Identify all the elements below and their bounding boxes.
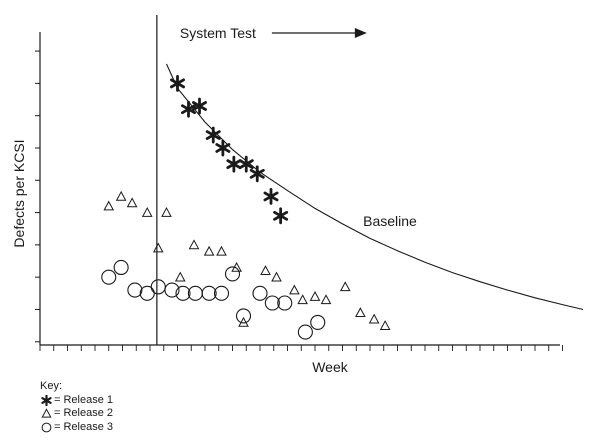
star-stroke <box>238 159 254 170</box>
release-3-point <box>235 308 252 324</box>
release-2-point <box>320 294 332 305</box>
release-2-point <box>355 307 366 318</box>
release-1-point <box>205 126 221 144</box>
release-3-point <box>310 314 326 330</box>
release-2-point <box>216 245 227 256</box>
system-test-arrowhead <box>354 28 367 38</box>
release-3-point <box>139 285 155 301</box>
release-3-point <box>213 285 230 301</box>
star-stroke <box>215 143 231 153</box>
release-2-point <box>141 207 153 217</box>
release-2-point <box>289 284 300 295</box>
release-3-point <box>175 285 191 301</box>
star-stroke <box>205 130 221 140</box>
release-2-point <box>115 190 127 201</box>
release-1-point <box>192 97 207 115</box>
star-stroke <box>226 159 242 170</box>
legend-item-release-2: = Release 2 <box>40 407 113 421</box>
release-2-point <box>203 245 215 256</box>
release-1-point <box>273 207 289 225</box>
legend-label: = Release 2 <box>54 407 114 419</box>
release-2-point <box>103 200 115 211</box>
release-2-point <box>260 265 271 276</box>
release-2-point <box>152 242 164 253</box>
star-icon <box>40 394 52 406</box>
release-2-point <box>379 320 391 330</box>
release-1-point <box>226 155 242 173</box>
star-stroke <box>249 168 265 179</box>
legend-item-release-3: = Release 3 <box>40 421 113 435</box>
release-3-point <box>297 324 313 340</box>
legend-item-release-1: = Release 1 <box>40 394 113 408</box>
release-1-point <box>238 155 254 173</box>
release-1-point <box>215 139 231 157</box>
release-3-point <box>164 282 180 298</box>
release-3-point <box>127 282 143 298</box>
star-stroke <box>273 210 289 221</box>
system-test-label: System Test <box>180 25 256 41</box>
release-1-point <box>181 100 196 118</box>
release-3-point <box>252 285 268 301</box>
x-axis-label: Week <box>312 359 349 375</box>
legend-title: Key: <box>40 380 63 392</box>
release-3-point <box>224 266 241 282</box>
release-2-point <box>174 271 186 282</box>
release-3-point <box>101 269 117 285</box>
release-2-point <box>297 294 308 305</box>
release-3-point <box>201 285 217 301</box>
star-stroke <box>181 104 196 115</box>
release-2-point <box>339 281 351 292</box>
circle-icon <box>40 422 52 433</box>
release-3-point <box>277 295 293 311</box>
y-axis-label: Defects per KCSI <box>11 139 27 247</box>
legend: Key: = Release 1 = Release 2 = Release 3 <box>40 380 113 434</box>
release-3-point <box>264 295 280 311</box>
release-2-point <box>161 207 172 217</box>
baseline-label: Baseline <box>363 213 417 229</box>
star-stroke <box>170 78 185 89</box>
release-1-point <box>263 188 279 205</box>
release-2-point <box>368 313 380 324</box>
release-2-point <box>271 271 282 282</box>
release-3-point <box>113 259 129 276</box>
star-stroke <box>263 191 279 202</box>
release-1-point <box>249 165 265 183</box>
release-2-point <box>188 239 200 250</box>
baseline-curve <box>165 63 584 311</box>
release-2-point <box>309 290 321 301</box>
release-2-point <box>126 197 138 208</box>
release-3-point <box>150 279 166 295</box>
release-1-point <box>170 74 185 92</box>
legend-label: = Release 1 <box>54 393 114 406</box>
star-stroke <box>192 101 207 111</box>
legend-label: = Release 3 <box>54 420 114 433</box>
triangle-icon <box>40 408 52 419</box>
